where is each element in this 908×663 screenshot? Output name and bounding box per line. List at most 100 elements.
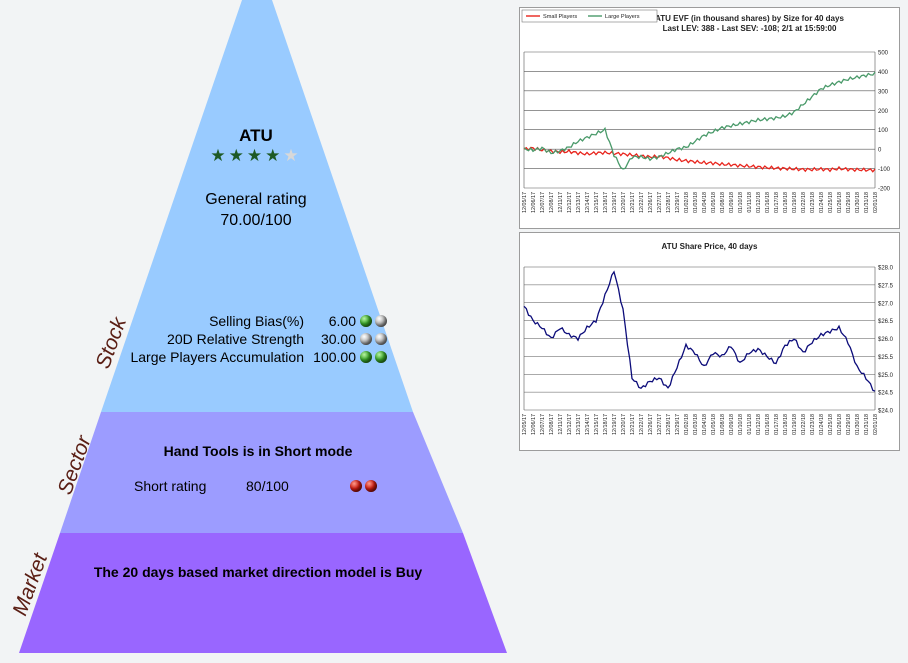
sector-indicator-balls (347, 477, 377, 493)
general-rating-value: 70.00/100 (220, 212, 292, 229)
x-tick-label: 12/21/17 (630, 414, 636, 435)
sector-level-shape (60, 412, 463, 533)
x-tick-label: 02/01/18 (873, 414, 879, 435)
legend-label: Small Players (543, 14, 577, 20)
x-tick-label: 01/05/18 (711, 414, 717, 435)
y-tick-label: $24.0 (878, 409, 894, 415)
short-rating-value: 80/100 (246, 478, 289, 494)
x-tick-label: 12/08/17 (549, 192, 555, 213)
y-tick-label: $24.5 (878, 391, 894, 397)
x-tick-label: 01/19/18 (792, 192, 798, 213)
series-line-0 (523, 146, 876, 173)
x-tick-label: 12/08/17 (549, 414, 555, 435)
x-tick-label: 01/29/18 (846, 192, 852, 213)
grey-ball-icon (375, 315, 387, 328)
x-tick-label: 12/18/17 (603, 192, 609, 213)
y-tick-label: $25.0 (878, 373, 894, 379)
x-tick-label: 01/31/18 (864, 192, 870, 213)
stock-star-rating: ★★★★★ (196, 146, 316, 166)
y-tick-label: 500 (878, 51, 889, 57)
x-tick-label: 01/04/18 (702, 414, 708, 435)
x-tick-label: 01/12/18 (756, 414, 762, 435)
x-tick-label: 12/12/17 (567, 414, 573, 435)
star-filled-icon: ★ (246, 146, 266, 165)
x-tick-label: 12/26/17 (648, 192, 654, 213)
stock-metric-balls (357, 312, 387, 328)
legend-label: Large Players (605, 14, 640, 20)
x-tick-label: 12/27/17 (657, 192, 663, 213)
x-tick-label: 12/07/17 (540, 414, 546, 435)
x-tick-label: 01/26/18 (837, 414, 843, 435)
x-tick-label: 01/10/18 (738, 192, 744, 213)
chart-title: ATU EVF (in thousand shares) by Size for… (655, 14, 844, 23)
series-line-1 (523, 71, 876, 170)
sector-headline: Hand Tools is in Short mode (163, 443, 353, 459)
x-tick-label: 01/19/18 (792, 414, 798, 435)
x-tick-label: 12/13/17 (576, 414, 582, 435)
y-tick-label: -100 (878, 167, 891, 173)
stock-metric-value: 100.00 (313, 349, 356, 365)
x-tick-label: 12/13/17 (576, 192, 582, 213)
x-tick-label: 01/29/18 (846, 414, 852, 435)
general-rating-label: General rating (205, 191, 307, 208)
red-ball-icon (350, 480, 362, 493)
y-tick-label: -200 (878, 187, 891, 193)
x-tick-label: 12/06/17 (531, 192, 537, 213)
x-tick-label: 12/14/17 (585, 414, 591, 435)
y-tick-label: 200 (878, 109, 889, 115)
stock-metric-value: 30.00 (320, 331, 356, 347)
x-tick-label: 01/10/18 (738, 414, 744, 435)
stock-metric-label: Large Players Accumulation (130, 349, 304, 365)
x-tick-label: 12/18/17 (603, 414, 609, 435)
x-tick-label: 02/01/18 (873, 192, 879, 213)
share-price-chart[interactable]: ATU Share Price, 40 days $28.0 $27.5 $27.0 $… (519, 232, 900, 451)
x-tick-label: 01/17/18 (774, 192, 780, 213)
x-tick-label: 01/11/18 (747, 192, 753, 213)
x-tick-label: 01/09/18 (729, 192, 735, 213)
market-headline: The 20 days based market direction model… (93, 564, 423, 580)
x-tick-label: 01/24/18 (819, 192, 825, 213)
x-tick-label: 01/30/18 (855, 192, 861, 213)
x-tick-label: 01/03/18 (693, 192, 699, 213)
x-tick-label: 12/20/17 (621, 192, 627, 213)
x-tick-label: 01/02/18 (684, 414, 690, 435)
stock-metric-balls (357, 330, 387, 346)
star-filled-icon: ★ (210, 146, 229, 165)
y-tick-label: $26.0 (878, 337, 894, 343)
x-tick-label: 12/05/17 (522, 192, 528, 213)
stock-level-shape (101, 0, 413, 412)
stock-metric-value: 6.00 (328, 313, 356, 329)
y-tick-label: $28.0 (878, 266, 894, 272)
y-tick-label: $25.5 (878, 355, 894, 361)
red-ball-icon (365, 480, 377, 493)
x-tick-label: 01/24/18 (819, 414, 825, 435)
x-tick-label: 01/31/18 (864, 414, 870, 435)
x-tick-label: 12/19/17 (612, 414, 618, 435)
x-tick-label: 12/22/17 (639, 414, 645, 435)
x-tick-label: 12/07/17 (540, 192, 546, 213)
evf-chart[interactable]: ATU EVF (in thousand shares) by Size for… (519, 7, 900, 229)
x-tick-label: 01/16/18 (765, 192, 771, 213)
x-tick-label: 01/22/18 (801, 414, 807, 435)
green-ball-icon (375, 351, 387, 364)
x-tick-label: 12/21/17 (630, 192, 636, 213)
rating-pyramid (19, 0, 507, 653)
x-tick-label: 01/26/18 (837, 192, 843, 213)
star-filled-icon: ★ (228, 146, 247, 165)
chart-subtitle: Last LEV: 388 - Last SEV: -108; 2/1 at 1… (663, 24, 837, 33)
series-line-0 (523, 270, 876, 392)
grey-ball-icon (360, 333, 372, 346)
stock-metric-label: 20D Relative Strength (167, 331, 304, 347)
stock-symbol[interactable]: ATU (239, 126, 273, 145)
stock-metric-balls (357, 348, 387, 364)
y-tick-label: 400 (878, 70, 889, 76)
x-tick-label: 12/12/17 (567, 192, 573, 213)
x-tick-label: 01/30/18 (855, 414, 861, 435)
x-tick-label: 01/03/18 (693, 414, 699, 435)
grey-ball-icon (375, 333, 387, 346)
x-tick-label: 01/09/18 (729, 414, 735, 435)
x-tick-label: 01/12/18 (756, 192, 762, 213)
x-tick-label: 12/06/17 (531, 414, 537, 435)
chart-title: ATU Share Price, 40 days (662, 242, 758, 251)
y-tick-label: 300 (878, 89, 889, 95)
